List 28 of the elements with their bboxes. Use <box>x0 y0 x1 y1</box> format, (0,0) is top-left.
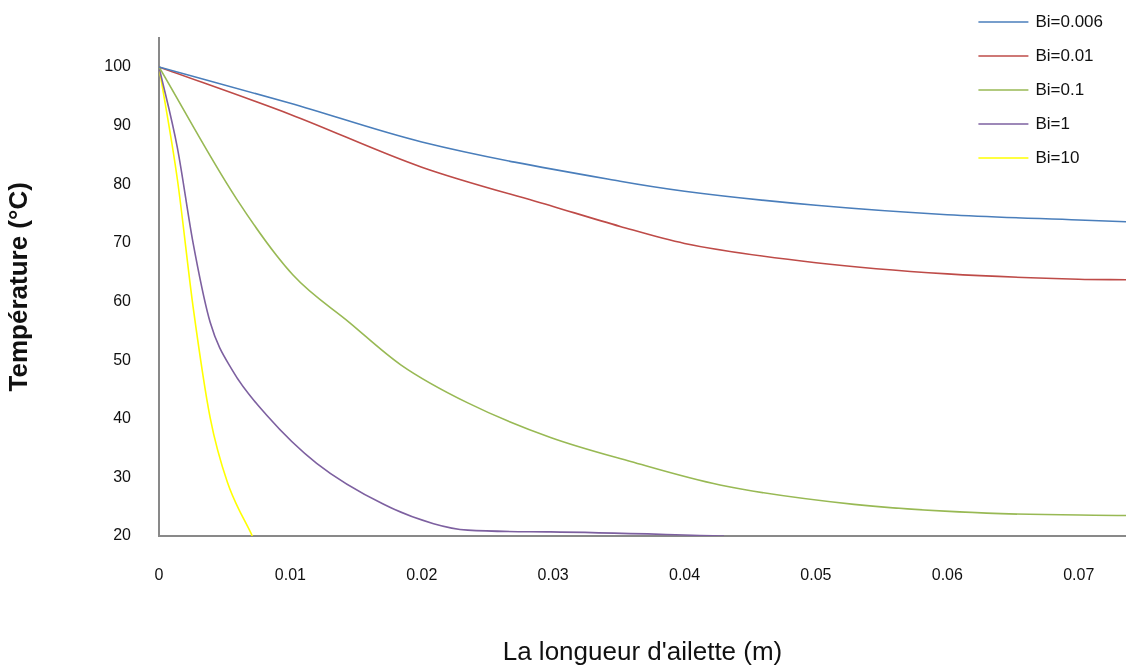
line-series <box>159 66 1126 223</box>
x-tick-label: 0.05 <box>800 566 832 584</box>
y-tick-label: 60 <box>113 291 132 309</box>
line-series <box>159 66 1126 517</box>
y-tick-label: 50 <box>113 350 132 368</box>
legend-label: Bi=0.1 <box>1035 79 1085 99</box>
x-tick-label: 0.04 <box>668 566 701 584</box>
legend-label: Bi=10 <box>1035 147 1080 167</box>
y-tick-label: 70 <box>113 233 132 251</box>
y-tick-label: 100 <box>104 57 132 75</box>
y-tick-label: 40 <box>113 409 132 427</box>
x-tick-label: 0.06 <box>931 566 963 584</box>
x-tick-label: 0.07 <box>1063 566 1095 584</box>
x-tick-label: 0 <box>154 566 164 584</box>
legend-label: Bi=1 <box>1035 113 1070 133</box>
legend-label: Bi=0.006 <box>1035 11 1104 31</box>
x-tick-label: 0.02 <box>406 566 438 584</box>
legend-label: Bi=0.01 <box>1035 45 1094 65</box>
line-series <box>159 66 725 536</box>
y-axis-title: Température (°C) <box>2 182 33 392</box>
y-tick-label: 20 <box>113 526 132 544</box>
line-series <box>159 66 1126 281</box>
x-tick-label: 0.01 <box>274 566 307 584</box>
y-tick-label: 30 <box>113 467 132 485</box>
x-axis-title: La longueur d'ailette (m) <box>502 635 783 666</box>
x-tick-label: 0.03 <box>537 566 569 584</box>
y-tick-label: 90 <box>113 115 132 133</box>
y-tick-label: 80 <box>113 174 132 192</box>
